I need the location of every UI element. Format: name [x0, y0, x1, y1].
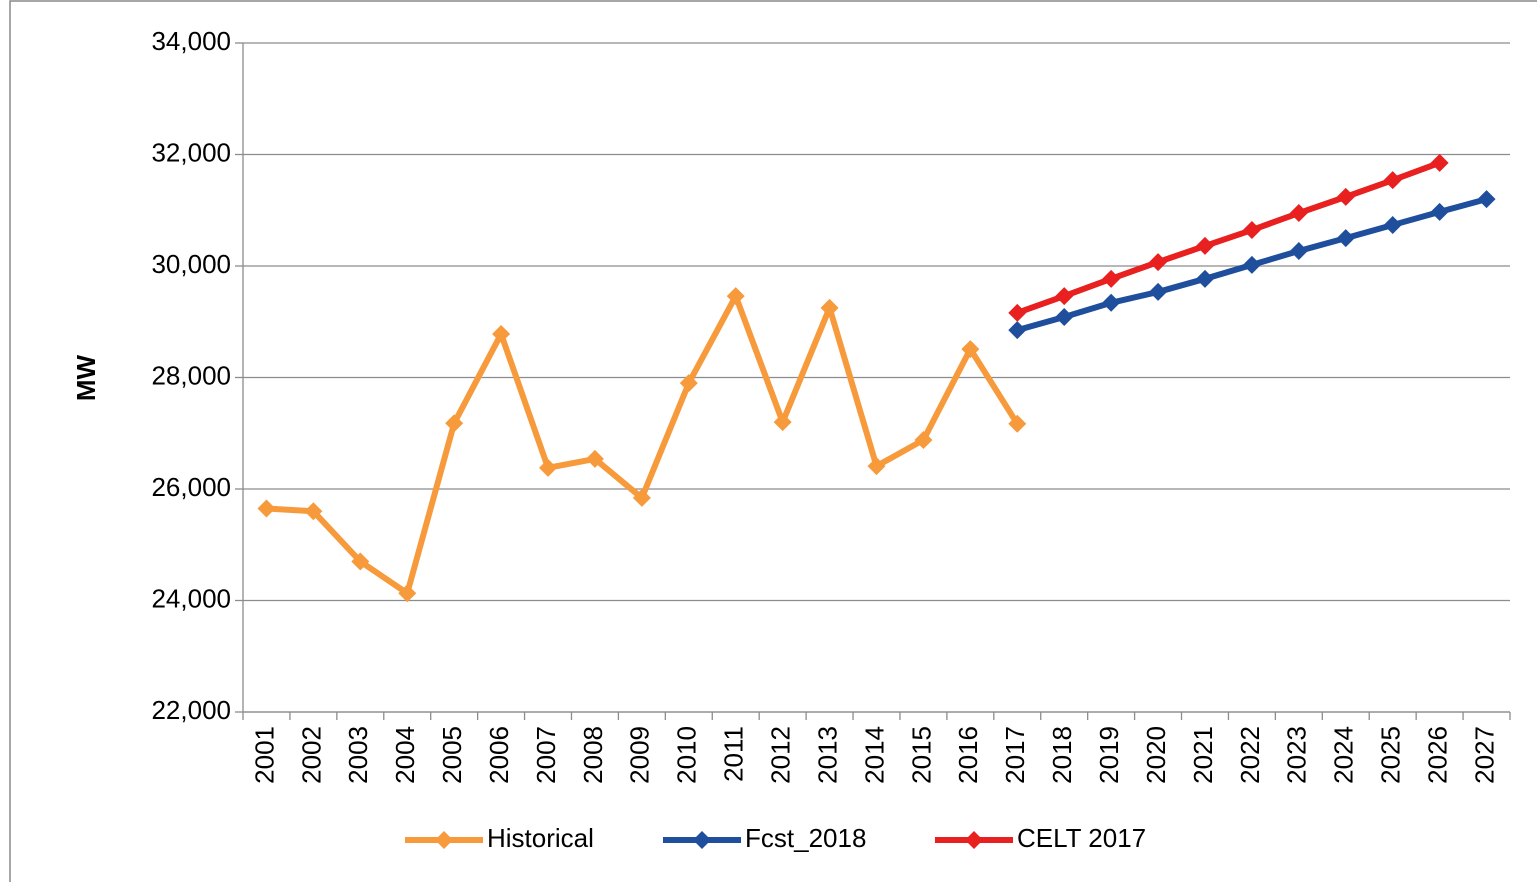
x-tick-label: 2001 — [249, 726, 279, 784]
point-marker — [398, 584, 417, 603]
x-tick-label: 2002 — [296, 726, 326, 784]
series-line — [266, 293, 1020, 597]
x-tick-label: 2007 — [531, 726, 561, 784]
x-tick-label: 2016 — [953, 726, 983, 784]
point-marker — [961, 340, 980, 359]
x-tick-label: 2022 — [1235, 726, 1265, 784]
legend-label: Historical — [487, 823, 594, 853]
x-tick-label: 2011 — [719, 726, 749, 782]
x-tick-label: 2025 — [1376, 726, 1406, 784]
x-tick-label: 2013 — [812, 726, 842, 784]
point-marker — [1477, 190, 1496, 209]
point-marker — [1149, 253, 1168, 272]
point-marker — [445, 414, 464, 433]
point-marker — [1336, 229, 1355, 248]
point-marker — [1289, 204, 1308, 223]
point-marker — [632, 488, 651, 507]
point-marker — [1102, 293, 1121, 312]
point-marker — [351, 552, 370, 571]
point-marker — [726, 287, 745, 306]
point-marker — [820, 298, 839, 317]
x-tick-label: 2018 — [1047, 726, 1077, 784]
x-tick-label: 2023 — [1282, 726, 1312, 784]
point-marker — [773, 413, 792, 432]
legend-marker — [965, 831, 983, 849]
x-tick-label: 2008 — [578, 726, 608, 784]
y-tick-label: 30,000 — [151, 249, 231, 279]
legend-marker — [435, 831, 453, 849]
x-tick-label: 2009 — [625, 726, 655, 784]
x-tick-label: 2017 — [1000, 726, 1030, 784]
chart-border — [9, 0, 1537, 882]
point-marker — [1430, 153, 1449, 172]
x-tick-label: 2024 — [1329, 726, 1359, 784]
y-axis-label: MW — [71, 354, 101, 401]
x-tick-label: 2004 — [390, 726, 420, 784]
point-marker — [1430, 202, 1449, 221]
x-tick-label: 2010 — [672, 726, 702, 784]
point-marker — [257, 499, 276, 518]
point-marker — [867, 457, 886, 476]
point-marker — [1055, 308, 1074, 327]
x-tick-label: 2006 — [484, 726, 514, 784]
x-tick-label: 2021 — [1188, 726, 1218, 784]
point-marker — [1289, 241, 1308, 260]
point-marker — [1055, 287, 1074, 306]
point-marker — [1008, 321, 1027, 340]
point-marker — [1149, 282, 1168, 301]
point-marker — [1008, 303, 1027, 322]
y-tick-label: 32,000 — [151, 137, 231, 167]
series-line — [1016, 160, 1441, 316]
legend-label: CELT 2017 — [1017, 823, 1146, 853]
point-marker — [1008, 414, 1027, 433]
x-tick-label: 2020 — [1141, 726, 1171, 784]
x-tick-label: 2005 — [437, 726, 467, 784]
point-marker — [304, 502, 323, 521]
point-marker — [1242, 255, 1261, 274]
legend-marker — [693, 831, 711, 849]
y-tick-label: 24,000 — [151, 583, 231, 613]
point-marker — [914, 430, 933, 449]
x-tick-label: 2014 — [859, 726, 889, 784]
point-marker — [1242, 221, 1261, 240]
point-marker — [1383, 216, 1402, 235]
point-marker — [679, 374, 698, 393]
point-marker — [1195, 236, 1214, 255]
point-marker — [539, 458, 558, 477]
y-tick-label: 34,000 — [151, 26, 231, 56]
point-marker — [1195, 269, 1214, 288]
point-marker — [1336, 187, 1355, 206]
x-tick-label: 2026 — [1422, 726, 1452, 784]
point-marker — [1383, 171, 1402, 190]
point-marker — [492, 325, 511, 344]
y-tick-label: 22,000 — [151, 695, 231, 725]
legend-label: Fcst_2018 — [745, 823, 866, 853]
x-tick-label: 2019 — [1094, 726, 1124, 784]
x-tick-label: 2015 — [906, 726, 936, 784]
x-tick-label: 2003 — [343, 726, 373, 784]
point-marker — [585, 449, 604, 468]
point-marker — [1102, 269, 1121, 288]
x-tick-label: 2027 — [1469, 726, 1499, 784]
y-tick-label: 26,000 — [151, 472, 231, 502]
x-tick-label: 2012 — [766, 726, 796, 784]
y-tick-label: 28,000 — [151, 360, 231, 390]
